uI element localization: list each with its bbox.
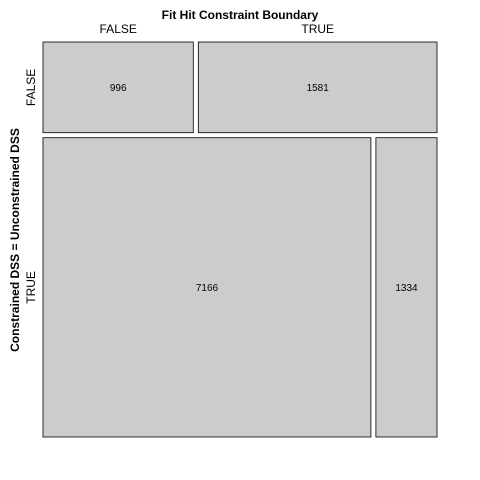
chart-title: Fit Hit Constraint Boundary xyxy=(162,8,319,22)
column-level-label-false: FALSE xyxy=(100,22,137,36)
mosaic-tile-true-false xyxy=(42,137,372,438)
cell-count-label: 1581 xyxy=(307,83,330,94)
column-level-label-true: TRUE xyxy=(301,22,334,36)
mosaic-tile-false-false xyxy=(42,41,194,134)
mosaic-tile-false-true xyxy=(197,41,438,134)
cell-count-label: 996 xyxy=(110,83,127,94)
y-axis-label: Constrained DSS = Unconstrained DSS xyxy=(8,128,22,352)
cell-count-label: 1334 xyxy=(395,283,418,294)
mosaic-tiles: 996 1581 7166 1334 xyxy=(42,41,438,438)
row-level-label-true: TRUE xyxy=(24,271,38,304)
cell-count-label: 7166 xyxy=(196,283,219,294)
row-level-label-false: FALSE xyxy=(24,69,38,106)
mosaic-tile-true-true xyxy=(375,137,438,438)
